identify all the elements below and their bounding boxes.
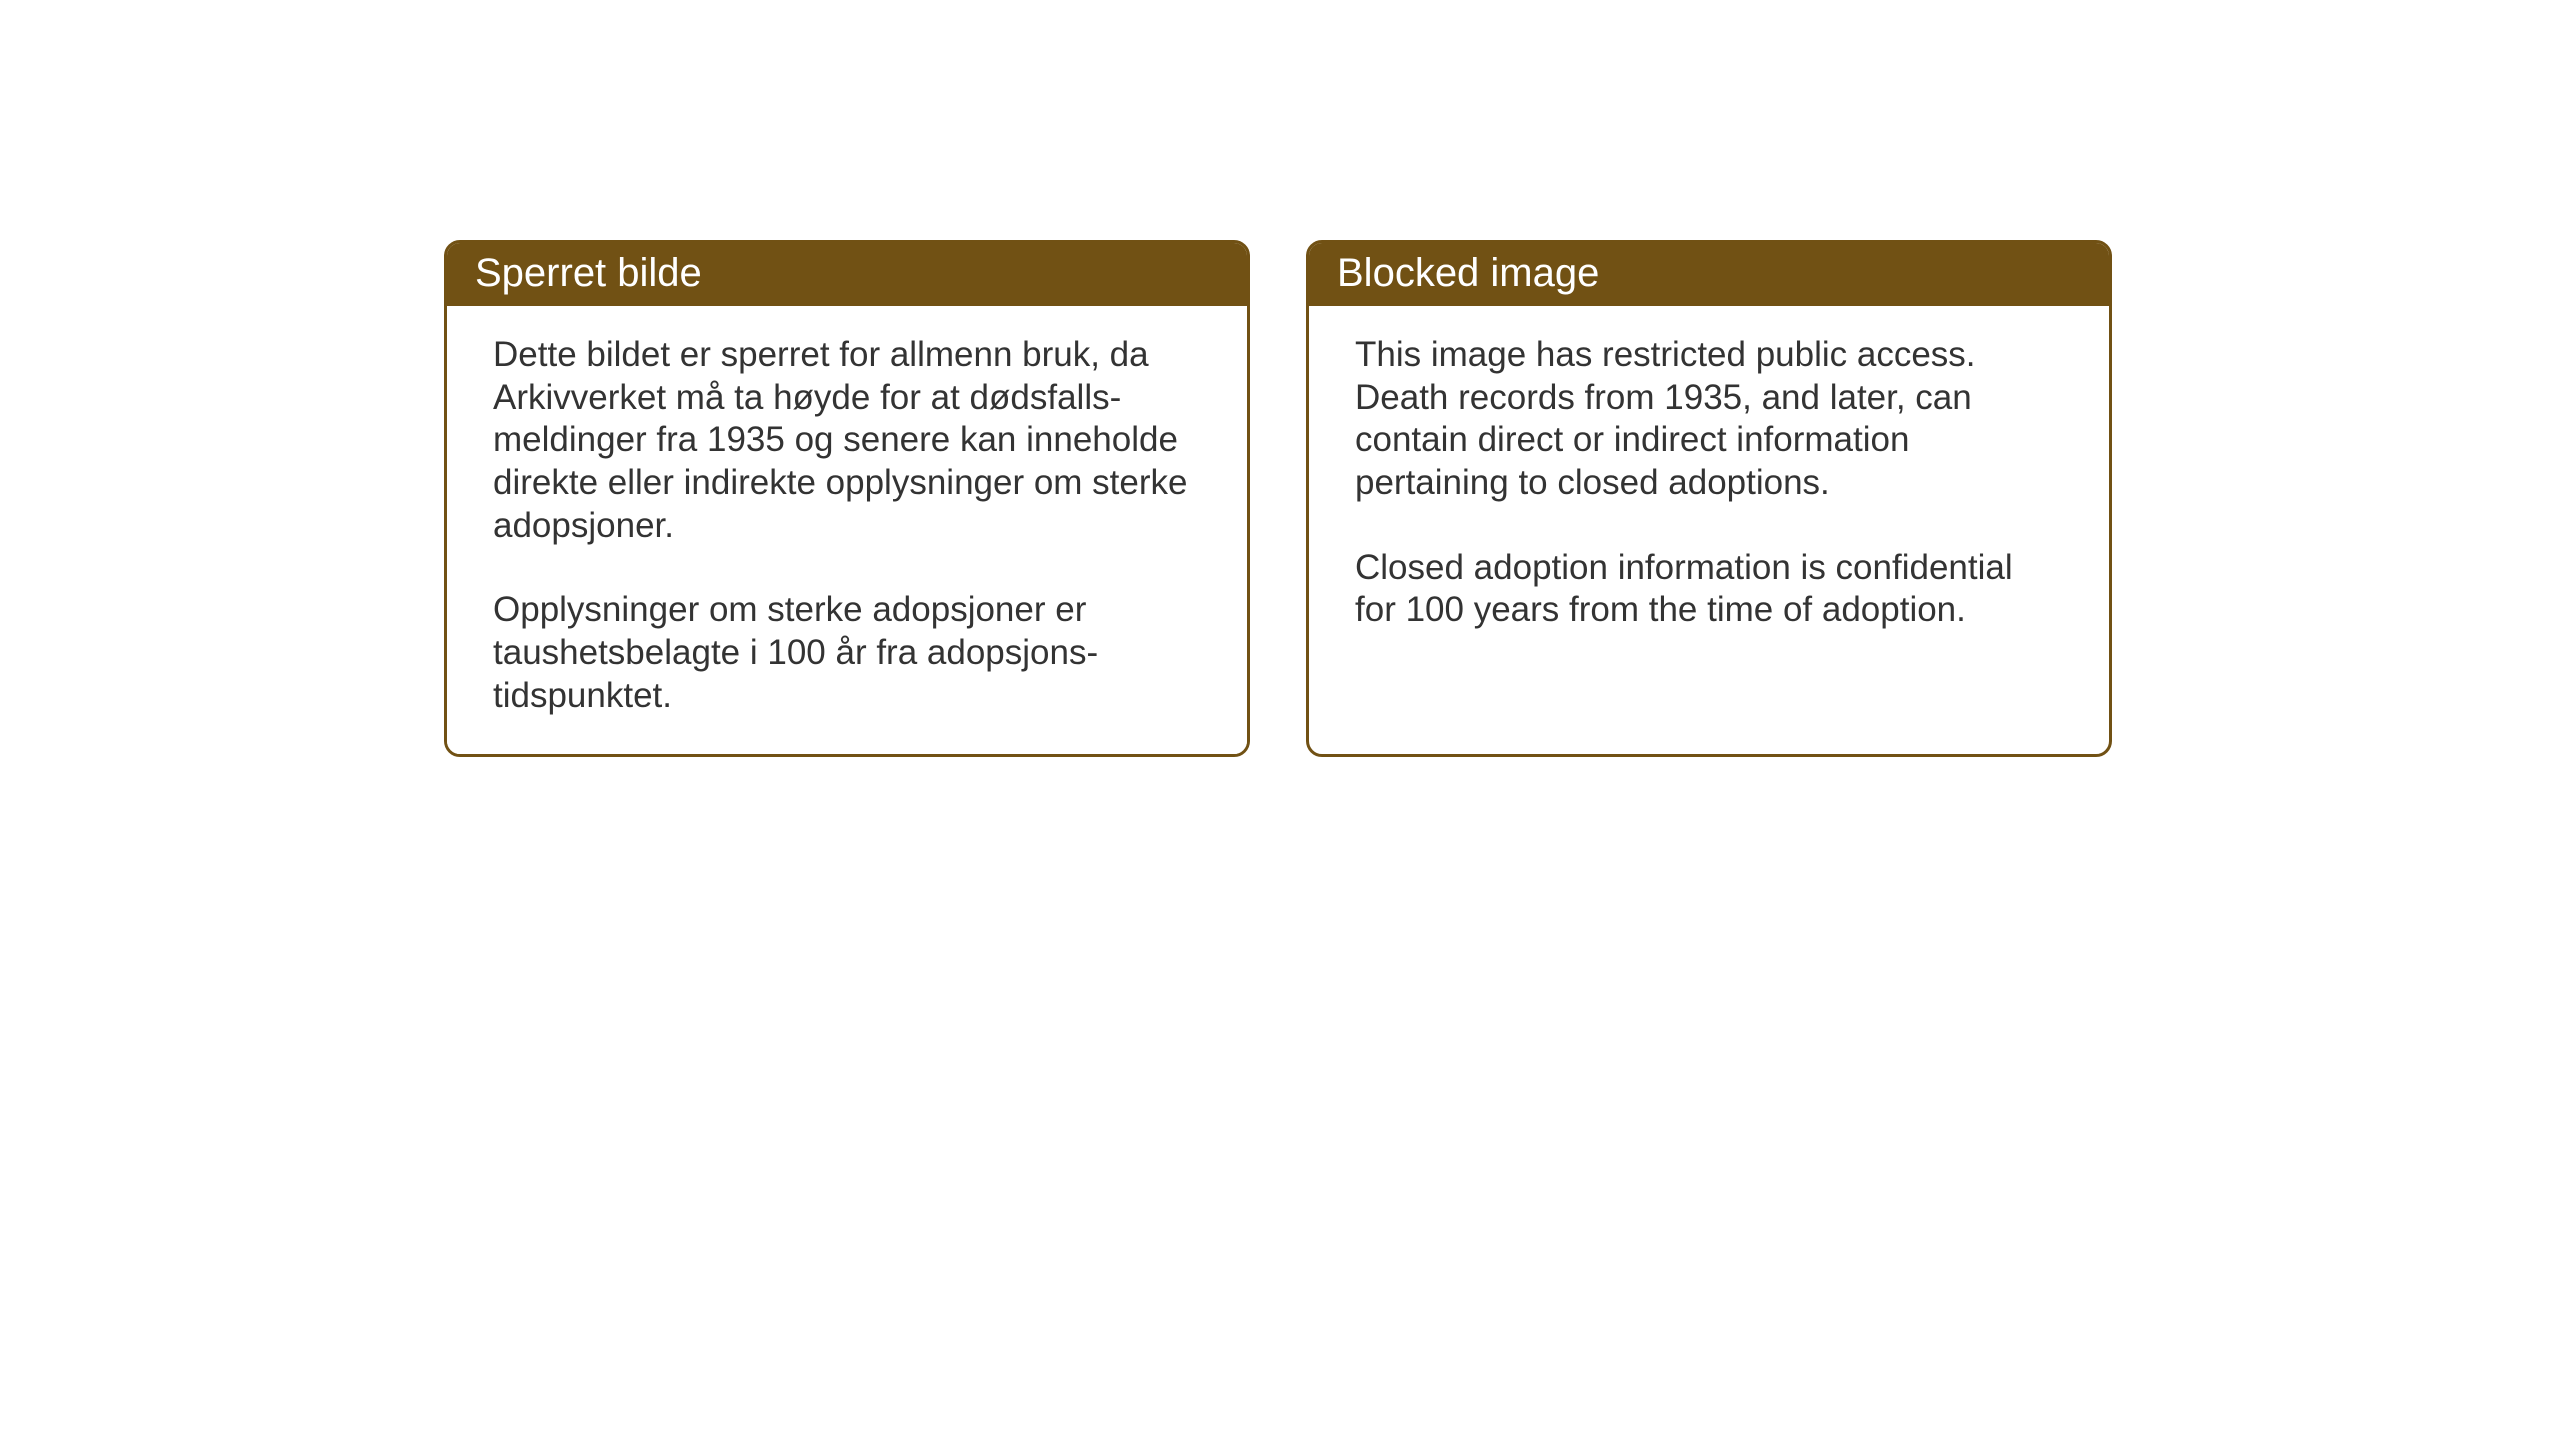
notice-card-english: Blocked image This image has restricted … — [1306, 240, 2112, 757]
card-title-english: Blocked image — [1337, 251, 1599, 295]
notice-container: Sperret bilde Dette bildet er sperret fo… — [444, 240, 2112, 757]
card-header-norwegian: Sperret bilde — [447, 243, 1247, 306]
card-title-norwegian: Sperret bilde — [475, 251, 702, 295]
card-paragraph-1-norwegian: Dette bildet er sperret for allmenn bruk… — [493, 334, 1201, 547]
card-paragraph-2-norwegian: Opplysninger om sterke adopsjoner er tau… — [493, 589, 1201, 717]
card-body-english: This image has restricted public access.… — [1309, 306, 2109, 710]
card-paragraph-1-english: This image has restricted public access.… — [1355, 334, 2063, 505]
notice-card-norwegian: Sperret bilde Dette bildet er sperret fo… — [444, 240, 1250, 757]
card-body-norwegian: Dette bildet er sperret for allmenn bruk… — [447, 306, 1247, 754]
card-paragraph-2-english: Closed adoption information is confident… — [1355, 547, 2063, 632]
card-header-english: Blocked image — [1309, 243, 2109, 306]
